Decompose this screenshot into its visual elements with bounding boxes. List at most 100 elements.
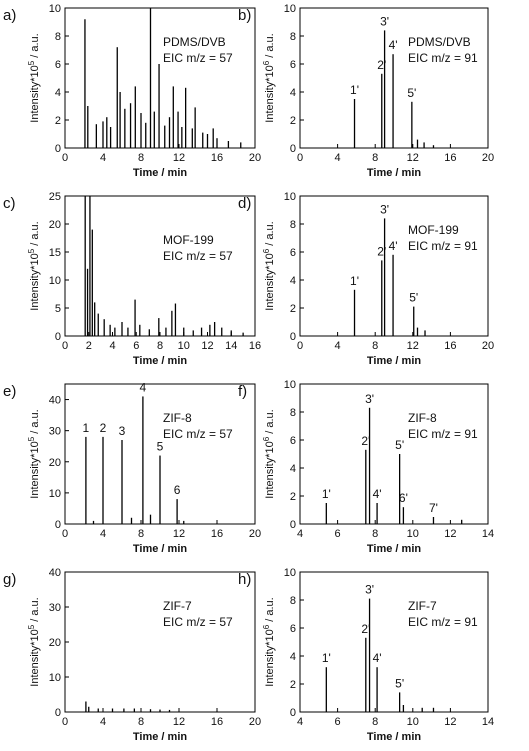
legend-text: ZIF-8 [408, 411, 437, 425]
x-tick-label: 8 [138, 716, 144, 728]
y-tick-label: 0 [290, 519, 296, 531]
x-tick-label: 12 [444, 528, 456, 540]
peak-label: 4' [389, 239, 398, 253]
peak-label: 5' [395, 438, 404, 452]
plot-frame [299, 383, 489, 525]
peak-label: 4' [389, 38, 398, 52]
y-tick-label: 10 [49, 488, 61, 500]
x-tick-label: 16 [211, 152, 223, 164]
x-tick-label: 12 [173, 716, 185, 728]
y-tick-label: 4 [290, 275, 296, 287]
x-tick-label: 20 [249, 528, 261, 540]
x-tick-label: 4 [297, 716, 303, 728]
peak-label: 5' [409, 291, 418, 305]
x-tick-label: 4 [335, 340, 341, 352]
peak-label: 4' [373, 651, 382, 665]
x-axis-label: Time / min [367, 355, 421, 367]
y-tick-label: 20 [49, 457, 61, 469]
y-tick-label: 15 [49, 247, 61, 259]
y-axis-label-part: 6 [262, 624, 271, 629]
y-axis-label-part: 5 [27, 248, 36, 253]
plot-frame [64, 571, 256, 713]
y-axis-label-part: Intensity*10 [264, 65, 276, 122]
y-axis-label-part: / a.u. [29, 33, 41, 61]
x-tick-label: 4 [100, 528, 106, 540]
panel-label: e) [3, 383, 16, 400]
peak-label: 2' [377, 244, 386, 258]
legend-text: EIC m/z = 57 [163, 427, 233, 441]
legend-text: EIC m/z = 57 [163, 615, 233, 629]
y-axis-label: Intensity*105 / a.u. [27, 409, 42, 498]
x-axis-label: Time / min [367, 731, 421, 743]
x-tick-label: 0 [297, 340, 303, 352]
x-tick-label: 0 [62, 340, 68, 352]
peak-label: 3 [119, 424, 126, 438]
y-tick-label: 0 [290, 331, 296, 343]
x-tick-label: 16 [211, 528, 223, 540]
x-axis-label: Time / min [133, 731, 187, 743]
y-axis-label-part: / a.u. [264, 409, 276, 437]
legend-text: EIC m/z = 91 [408, 51, 478, 65]
peak-label: 5' [395, 676, 404, 690]
x-tick-label: 8 [157, 340, 163, 352]
peak-label: 1' [322, 651, 331, 665]
y-axis-label-part: Intensity*10 [264, 629, 276, 686]
plot-frame [299, 571, 489, 713]
x-tick-label: 10 [178, 340, 190, 352]
x-axis-label: Time / min [367, 167, 421, 179]
x-tick-label: 12 [407, 340, 419, 352]
x-tick-label: 12 [173, 152, 185, 164]
y-tick-label: 6 [55, 59, 61, 71]
x-tick-label: 16 [211, 716, 223, 728]
y-tick-label: 2 [290, 679, 296, 691]
y-tick-label: 4 [290, 87, 296, 99]
panel-label: a) [3, 7, 16, 24]
peak-label: 4 [140, 380, 147, 394]
y-tick-label: 4 [290, 651, 296, 663]
x-tick-label: 8 [372, 716, 378, 728]
peak-label: 3' [365, 392, 374, 406]
y-tick-label: 6 [290, 623, 296, 635]
plot-frame [299, 195, 489, 337]
y-tick-label: 2 [290, 491, 296, 503]
x-axis-label: Time / min [367, 543, 421, 555]
y-tick-label: 6 [290, 435, 296, 447]
y-tick-label: 10 [49, 672, 61, 684]
y-tick-label: 0 [290, 707, 296, 719]
y-tick-label: 10 [284, 191, 296, 203]
x-tick-label: 14 [482, 716, 494, 728]
x-tick-label: 0 [62, 528, 68, 540]
y-tick-label: 8 [290, 219, 296, 231]
y-tick-label: 8 [290, 31, 296, 43]
peak-label: 3' [365, 583, 374, 597]
x-tick-label: 8 [138, 528, 144, 540]
panel-label: b) [238, 7, 251, 24]
x-tick-label: 12 [407, 152, 419, 164]
x-tick-label: 10 [407, 528, 419, 540]
y-axis-label-part: / a.u. [29, 221, 41, 249]
y-tick-label: 0 [55, 331, 61, 343]
x-tick-label: 20 [249, 716, 261, 728]
panel-label: c) [3, 195, 16, 212]
x-tick-label: 14 [482, 528, 494, 540]
y-axis-label-part: / a.u. [29, 409, 41, 437]
y-tick-label: 10 [49, 275, 61, 287]
y-axis-label-part: 5 [27, 624, 36, 629]
x-tick-label: 12 [444, 716, 456, 728]
y-tick-label: 20 [49, 637, 61, 649]
peak-label: 2' [377, 58, 386, 72]
plot-frame [64, 7, 256, 149]
y-axis-label-part: Intensity*10 [29, 629, 41, 686]
legend-text: ZIF-7 [408, 599, 437, 613]
y-axis-label-part: 6 [262, 60, 271, 65]
x-tick-label: 4 [335, 152, 341, 164]
panel-label: f) [238, 383, 247, 400]
legend-text: PDMS/DVB [408, 35, 471, 49]
y-axis-label-part: Intensity*10 [264, 441, 276, 498]
y-axis-label-part: / a.u. [264, 33, 276, 61]
x-tick-label: 8 [372, 340, 378, 352]
panel-label: g) [3, 571, 16, 588]
legend-text: PDMS/DVB [163, 35, 226, 49]
y-tick-label: 20 [49, 219, 61, 231]
